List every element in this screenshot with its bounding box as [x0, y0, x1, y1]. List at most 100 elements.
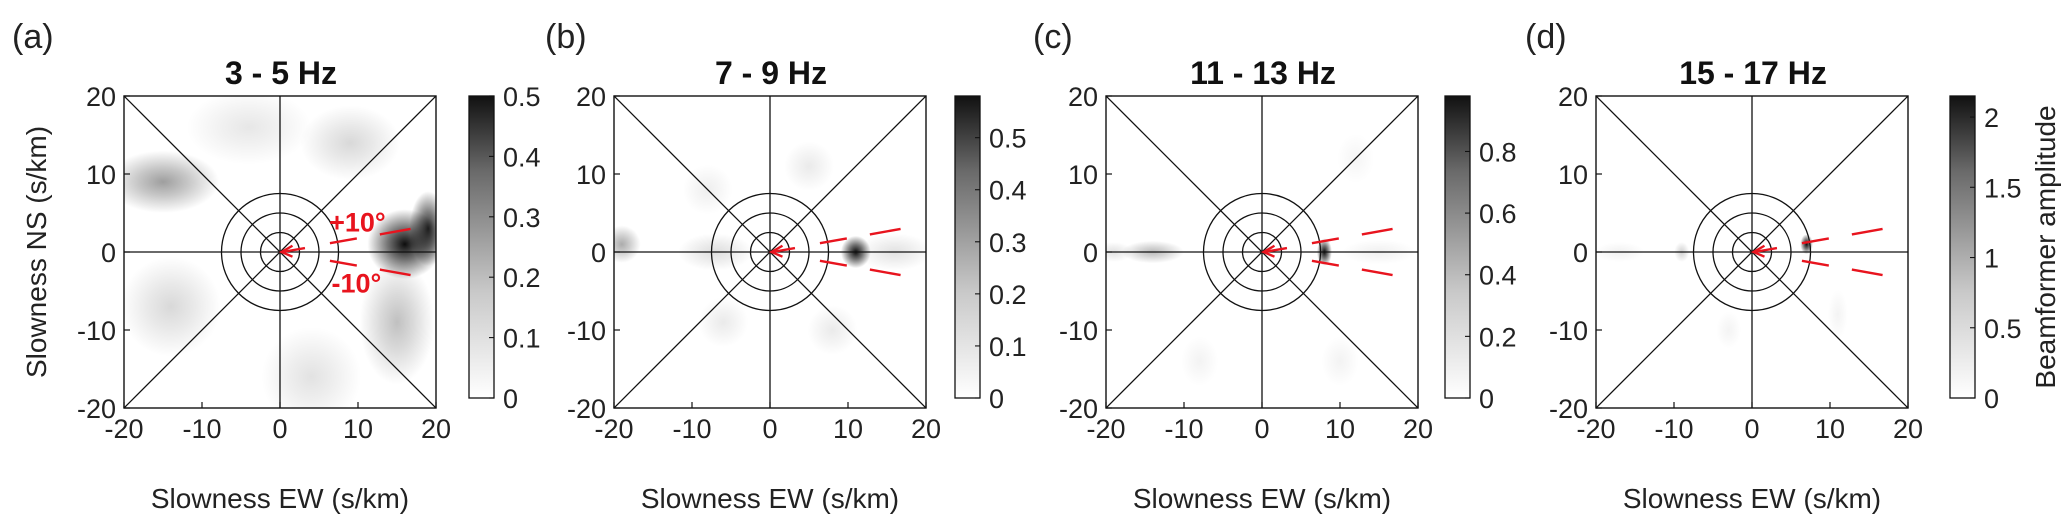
x-tick-label: 10 — [833, 414, 863, 444]
slowness-circle — [259, 231, 301, 273]
heat-peak — [359, 259, 435, 385]
backazimuth-line — [1311, 259, 1340, 267]
backazimuth-line — [1801, 237, 1830, 245]
x-tick-label: -20 — [1576, 414, 1615, 444]
arrow-head — [1260, 244, 1276, 258]
backazimuth-line — [1801, 259, 1830, 267]
slowness-circle — [220, 192, 340, 312]
panel-title: 3 - 5 Hz — [225, 55, 337, 91]
arrow-head — [278, 244, 294, 258]
x-axis-label: Slowness EW (s/km) — [1623, 483, 1881, 514]
y-tick-label: -20 — [1059, 394, 1098, 424]
colorbar-tick-label: 0.2 — [989, 280, 1027, 310]
y-tick-label: 20 — [576, 82, 606, 112]
y-tick-label: -20 — [77, 394, 116, 424]
slowness-circle — [710, 192, 830, 312]
colorbar-tick-label: 0.2 — [1479, 322, 1517, 352]
colorbar — [468, 95, 495, 399]
x-tick-label: 0 — [1744, 414, 1759, 444]
backazimuth-line — [1361, 227, 1393, 236]
heat-peak — [124, 256, 221, 357]
y-tick-label: 10 — [1558, 160, 1588, 190]
backazimuth-line — [819, 237, 848, 245]
backazimuth-line — [379, 268, 411, 277]
annotation-minus: -10° — [331, 269, 381, 299]
heatmap-layer — [124, 96, 436, 408]
heat-peak — [1321, 336, 1359, 387]
x-tick-label: 10 — [1325, 414, 1355, 444]
x-tick-label: 0 — [272, 414, 287, 444]
colorbar-tick-label: 0 — [989, 384, 1004, 414]
heat-peak — [300, 105, 401, 181]
backazimuth-line — [869, 227, 901, 236]
slowness-circle — [240, 212, 320, 292]
panel-letter: (d) — [1525, 18, 1567, 56]
x-axis-label: Slowness EW (s/km) — [151, 483, 409, 514]
heat-peak — [807, 305, 858, 355]
heat-peak — [614, 225, 641, 263]
backazimuth-markers — [1260, 227, 1393, 277]
heat-peak — [186, 96, 312, 165]
y-axis-label: Slowness NS (s/km) — [21, 126, 52, 378]
backazimuth-line — [1851, 268, 1883, 277]
x-tick-label: -10 — [182, 414, 221, 444]
heat-peak — [1180, 336, 1219, 387]
y-tick-label: -10 — [1549, 316, 1588, 346]
panel-letter: (c) — [1033, 18, 1073, 56]
backazimuth-markers — [1750, 227, 1883, 277]
panel-title: 11 - 13 Hz — [1190, 55, 1336, 91]
x-tick-label: 20 — [1403, 414, 1433, 444]
arrow-shaft — [1264, 246, 1288, 254]
x-tick-label: -10 — [1654, 414, 1693, 444]
colorbar-tick-label: 0.2 — [503, 263, 541, 293]
colorbar-tick-label: 0.1 — [503, 324, 541, 354]
y-tick-label: 10 — [86, 160, 116, 190]
colorbar-tick-label: 0.4 — [503, 142, 541, 172]
heat-peak — [124, 150, 220, 213]
panel-d: (d)15 - 17 Hz-20 -10 0 10 2020100-10-20Slown… — [1525, 18, 2061, 514]
slowness-circle — [1692, 192, 1812, 312]
y-tick-label: -10 — [1059, 316, 1098, 346]
colorbar-tick-label: 0 — [503, 384, 518, 414]
panel-b: (b) 7 - 9 Hz -20 -10 0 10 20 20 10 0 -10 -20 Slownes… — [545, 18, 1027, 514]
heat-peak — [261, 326, 362, 408]
colorbar-tick-label: 0.4 — [989, 176, 1027, 206]
colorbar-tick-label: 0.6 — [1479, 199, 1517, 229]
arrow-head — [768, 244, 784, 258]
y-tick-label: 0 — [101, 238, 116, 268]
x-axis-label: Slowness EW (s/km) — [1133, 483, 1391, 514]
panel-a: (a) 3 - 5 Hz +10° -10° -20 -10 0 10 20 20 10 0 -10 -2… — [12, 18, 541, 514]
heat-peak — [409, 191, 436, 267]
backazimuth-line — [1311, 237, 1340, 245]
y-tick-label: -20 — [1549, 394, 1588, 424]
backazimuth-line — [869, 268, 901, 277]
heat-peak — [784, 141, 834, 192]
backazimuth-line — [329, 259, 358, 267]
colorbar — [954, 95, 981, 399]
colorbar-tick-label: 1 — [1984, 244, 1999, 274]
backazimuth-markers — [768, 227, 901, 277]
panel-c: (c) 11 - 13 Hz -20 -10 0 10 20 20 10 0 -10 -20 Slown… — [1033, 18, 1517, 514]
y-tick-label: -10 — [567, 316, 606, 346]
colorbar — [1444, 95, 1471, 399]
x-tick-label: -10 — [1164, 414, 1203, 444]
annotation-plus: +10° — [329, 208, 386, 238]
x-tick-label: -20 — [104, 414, 143, 444]
x-tick-label: -20 — [594, 414, 633, 444]
y-tick-label: 10 — [1068, 160, 1098, 190]
panel-title: 15 - 17 Hz — [1679, 55, 1827, 91]
x-tick-label: 10 — [343, 414, 373, 444]
x-tick-label: 0 — [1254, 414, 1269, 444]
colorbar-tick-label: 0.3 — [503, 203, 541, 233]
heat-peak — [1827, 289, 1848, 340]
x-tick-label: 20 — [1893, 414, 1923, 444]
panel-letter: (a) — [12, 18, 54, 56]
y-tick-label: -10 — [77, 316, 116, 346]
backazimuth-line — [819, 259, 848, 267]
slowness-circle — [730, 212, 810, 292]
y-tick-label: 20 — [1068, 82, 1098, 112]
y-tick-label: 0 — [1573, 238, 1588, 268]
backazimuth-markers — [278, 227, 411, 277]
slowness-circle — [1222, 212, 1302, 292]
